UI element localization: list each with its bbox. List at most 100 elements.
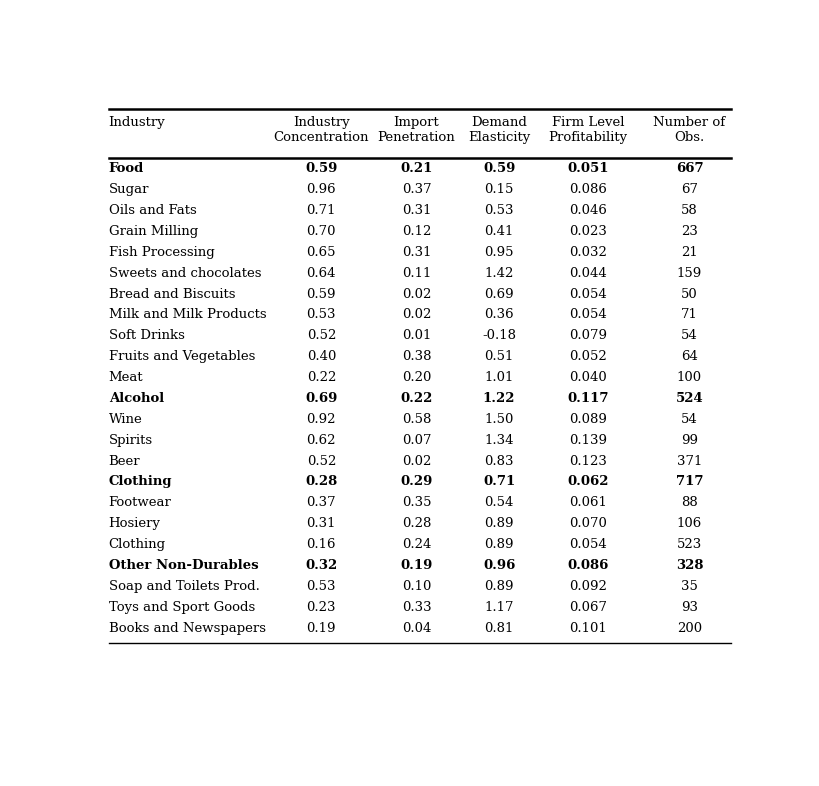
Text: 0.65: 0.65 <box>306 246 336 259</box>
Text: 0.062: 0.062 <box>568 476 609 488</box>
Text: 0.40: 0.40 <box>306 351 336 363</box>
Text: 0.139: 0.139 <box>569 434 607 446</box>
Text: 0.71: 0.71 <box>483 476 515 488</box>
Text: Fish Processing: Fish Processing <box>109 246 215 259</box>
Text: 0.023: 0.023 <box>569 225 607 238</box>
Text: 0.54: 0.54 <box>484 496 514 509</box>
Text: 71: 71 <box>681 308 698 321</box>
Text: 23: 23 <box>681 225 698 238</box>
Text: 0.061: 0.061 <box>569 496 607 509</box>
Text: 0.070: 0.070 <box>569 517 607 531</box>
Text: 0.20: 0.20 <box>402 371 432 384</box>
Text: 0.032: 0.032 <box>569 246 607 259</box>
Text: 0.117: 0.117 <box>568 392 609 405</box>
Text: 667: 667 <box>676 162 704 175</box>
Text: 0.054: 0.054 <box>569 538 607 551</box>
Text: 0.054: 0.054 <box>569 288 607 300</box>
Text: 0.086: 0.086 <box>568 559 609 572</box>
Text: Import
Penetration: Import Penetration <box>378 116 455 144</box>
Text: 0.21: 0.21 <box>400 162 432 175</box>
Text: Soft Drinks: Soft Drinks <box>109 329 184 342</box>
Text: 0.054: 0.054 <box>569 308 607 321</box>
Text: 50: 50 <box>681 288 698 300</box>
Text: Soap and Toilets Prod.: Soap and Toilets Prod. <box>109 580 260 593</box>
Text: Fruits and Vegetables: Fruits and Vegetables <box>109 351 255 363</box>
Text: 0.092: 0.092 <box>569 580 607 593</box>
Text: 0.07: 0.07 <box>402 434 432 446</box>
Text: 0.23: 0.23 <box>306 601 336 614</box>
Text: 0.52: 0.52 <box>306 454 336 468</box>
Text: 0.83: 0.83 <box>484 454 514 468</box>
Text: 0.31: 0.31 <box>402 246 432 259</box>
Text: Food: Food <box>109 162 144 175</box>
Text: Demand
Elasticity: Demand Elasticity <box>468 116 530 144</box>
Text: 100: 100 <box>677 371 702 384</box>
Text: 0.33: 0.33 <box>402 601 432 614</box>
Text: 0.19: 0.19 <box>400 559 432 572</box>
Text: 0.067: 0.067 <box>569 601 607 614</box>
Text: 0.53: 0.53 <box>484 204 514 217</box>
Text: 371: 371 <box>676 454 702 468</box>
Text: Hosiery: Hosiery <box>109 517 161 531</box>
Text: 1.22: 1.22 <box>483 392 515 405</box>
Text: 1.17: 1.17 <box>484 601 514 614</box>
Text: 717: 717 <box>676 476 704 488</box>
Text: 0.89: 0.89 <box>484 538 514 551</box>
Text: 0.01: 0.01 <box>402 329 432 342</box>
Text: 0.38: 0.38 <box>402 351 432 363</box>
Text: 0.58: 0.58 <box>402 413 432 426</box>
Text: 0.59: 0.59 <box>483 162 515 175</box>
Text: 523: 523 <box>676 538 702 551</box>
Text: 1.50: 1.50 <box>484 413 514 426</box>
Text: 0.96: 0.96 <box>483 559 515 572</box>
Text: 328: 328 <box>676 559 704 572</box>
Text: Toys and Sport Goods: Toys and Sport Goods <box>109 601 255 614</box>
Text: 0.11: 0.11 <box>402 266 432 280</box>
Text: Beer: Beer <box>109 454 140 468</box>
Text: 35: 35 <box>681 580 698 593</box>
Text: 0.71: 0.71 <box>306 204 336 217</box>
Text: 0.051: 0.051 <box>568 162 609 175</box>
Text: 0.10: 0.10 <box>402 580 432 593</box>
Text: 0.16: 0.16 <box>306 538 336 551</box>
Text: 0.046: 0.046 <box>569 204 607 217</box>
Text: 0.89: 0.89 <box>484 517 514 531</box>
Text: 0.02: 0.02 <box>402 454 432 468</box>
Text: 0.89: 0.89 <box>484 580 514 593</box>
Text: 0.02: 0.02 <box>402 288 432 300</box>
Text: Other Non-Durables: Other Non-Durables <box>109 559 258 572</box>
Text: Milk and Milk Products: Milk and Milk Products <box>109 308 266 321</box>
Text: 0.31: 0.31 <box>402 204 432 217</box>
Text: 0.69: 0.69 <box>305 392 337 405</box>
Text: 0.12: 0.12 <box>402 225 432 238</box>
Text: Industry
Concentration: Industry Concentration <box>274 116 369 144</box>
Text: Spirits: Spirits <box>109 434 153 446</box>
Text: 0.64: 0.64 <box>306 266 336 280</box>
Text: 0.24: 0.24 <box>402 538 432 551</box>
Text: 67: 67 <box>681 183 698 196</box>
Text: 0.53: 0.53 <box>306 580 336 593</box>
Text: Clothing: Clothing <box>109 476 172 488</box>
Text: 0.22: 0.22 <box>306 371 336 384</box>
Text: Alcohol: Alcohol <box>109 392 164 405</box>
Text: 159: 159 <box>676 266 702 280</box>
Text: -0.18: -0.18 <box>482 329 516 342</box>
Text: 0.079: 0.079 <box>569 329 607 342</box>
Text: 0.31: 0.31 <box>306 517 336 531</box>
Text: Oils and Fats: Oils and Fats <box>109 204 197 217</box>
Text: 0.089: 0.089 <box>569 413 607 426</box>
Text: 0.92: 0.92 <box>306 413 336 426</box>
Text: 0.36: 0.36 <box>484 308 514 321</box>
Text: 0.96: 0.96 <box>306 183 336 196</box>
Text: Industry: Industry <box>109 116 165 128</box>
Text: 0.04: 0.04 <box>402 622 432 634</box>
Text: Number of
Obs.: Number of Obs. <box>654 116 726 144</box>
Text: 0.95: 0.95 <box>484 246 514 259</box>
Text: 54: 54 <box>681 329 698 342</box>
Text: 0.52: 0.52 <box>306 329 336 342</box>
Text: 0.052: 0.052 <box>569 351 607 363</box>
Text: 0.35: 0.35 <box>402 496 432 509</box>
Text: 0.51: 0.51 <box>484 351 514 363</box>
Text: 21: 21 <box>681 246 698 259</box>
Text: 0.28: 0.28 <box>402 517 432 531</box>
